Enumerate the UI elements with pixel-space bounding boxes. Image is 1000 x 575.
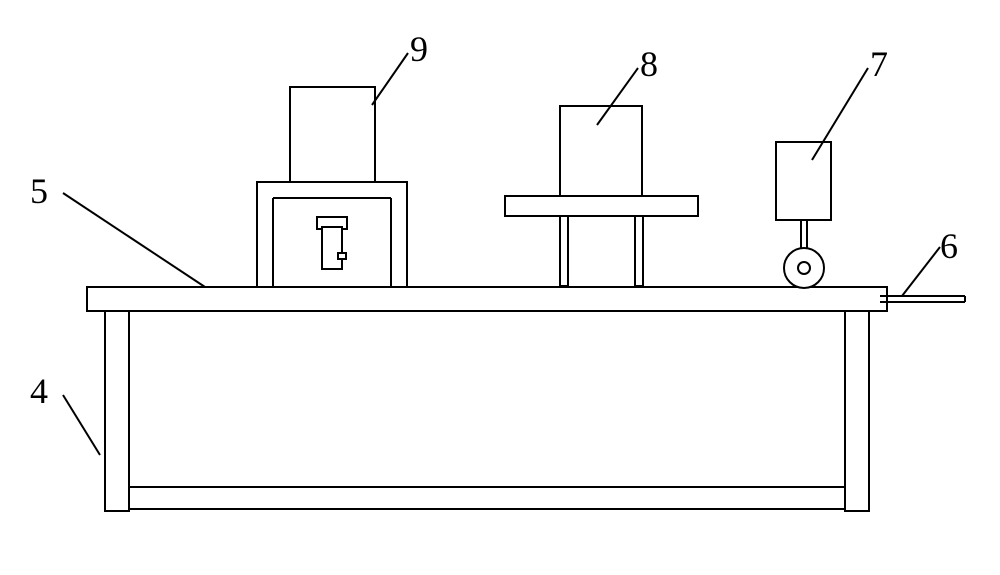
callout-9: 9 [410,28,428,70]
diagram-svg [0,0,1000,575]
callout-6: 6 [940,225,958,267]
callout-5: 5 [30,170,48,212]
callout-7: 7 [870,43,888,85]
callout-4: 4 [30,370,48,412]
callout-8: 8 [640,43,658,85]
